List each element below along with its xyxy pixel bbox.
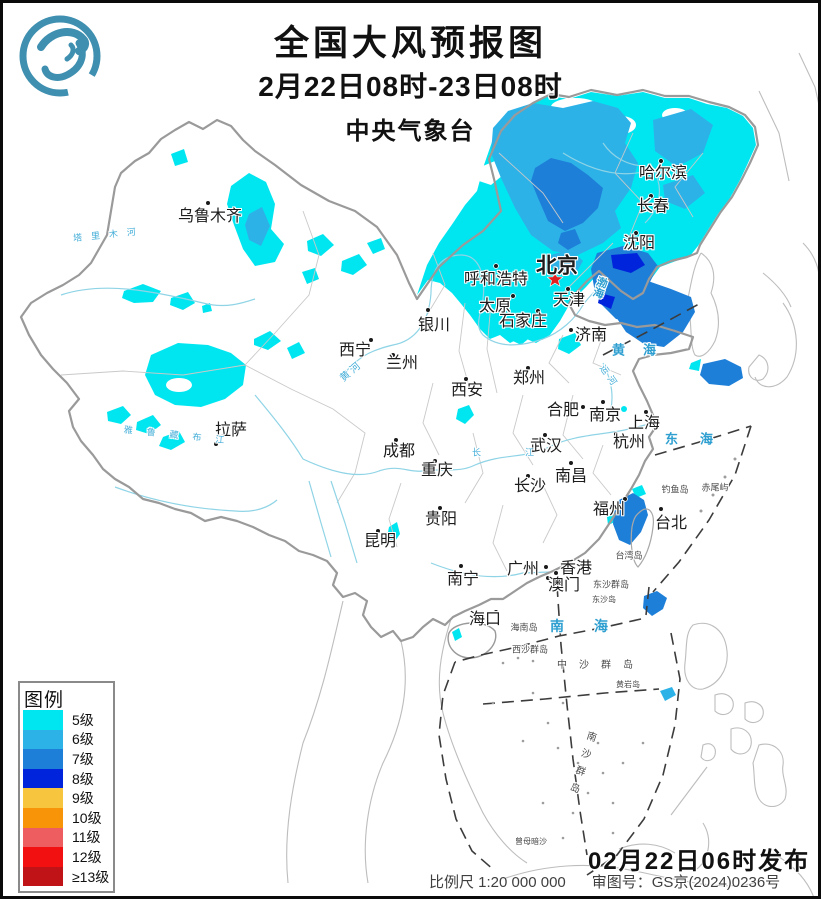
legend-swatch <box>23 729 63 750</box>
legend-swatch <box>23 710 63 730</box>
city-label: 拉萨 <box>214 422 248 439</box>
legend-item: 9级 <box>23 788 109 808</box>
city-label: 重庆 <box>420 462 454 479</box>
city-label: 成都 <box>382 443 416 460</box>
foreign-coastlines <box>286 52 818 896</box>
map-approval-number: 审图号：GS京(2024)0236号 <box>591 874 781 891</box>
city-label: 南京 <box>588 407 622 424</box>
city-label: 武汉 <box>529 438 563 455</box>
city-label: 香港 <box>559 560 593 577</box>
city-label: 福州 <box>592 501 626 518</box>
legend-item: 12级 <box>23 847 109 867</box>
city-label: 天津 <box>552 292 586 309</box>
city-label: 郑州 <box>512 370 546 387</box>
china-map <box>19 52 818 896</box>
legend-title: 图例 <box>24 690 65 711</box>
legend-item: 5级 <box>23 710 109 730</box>
legend-item: 6级 <box>23 729 109 750</box>
island-label: 黄岩岛 <box>616 680 640 689</box>
city-label: 太原 <box>478 298 512 315</box>
city-label: 乌鲁木齐 <box>177 208 243 225</box>
city-label: 兰州 <box>385 355 419 372</box>
rivers <box>60 142 660 578</box>
city-label: 合肥 <box>546 402 580 419</box>
wind-area-level8 <box>598 253 645 309</box>
sea-label: 南海 <box>550 618 638 634</box>
sea-label: 东海 <box>664 431 736 447</box>
capital-label: 北京 <box>536 254 578 278</box>
city-label: 台北 <box>654 515 688 532</box>
legend-swatch <box>23 866 63 887</box>
island-label: 钓鱼岛 <box>661 484 689 495</box>
city-label: 济南 <box>574 327 608 344</box>
legend-item: ≥13级 <box>23 866 110 887</box>
agency-name: 中央气象台 <box>345 118 476 145</box>
issued-time: 02月22日06时发布 <box>588 848 811 875</box>
legend-label: 10级 <box>72 809 102 826</box>
legend-label: 5级 <box>72 711 94 728</box>
city-label: 澳门 <box>547 577 581 594</box>
city-label: 西宁 <box>338 342 372 359</box>
island-label: 东沙岛 <box>592 595 616 604</box>
city-label: 西安 <box>450 382 484 399</box>
river-label: 长江 <box>471 447 579 458</box>
islet-specks <box>491 457 737 840</box>
city-markers <box>205 158 664 615</box>
national-boundary <box>19 88 760 659</box>
city-label: 贵阳 <box>424 511 458 528</box>
legend-swatch <box>23 847 63 867</box>
city-label: 银川 <box>417 317 451 334</box>
map-meta-line: 比例尺 1:20 000 000 审图号：GS京(2024)0236号 <box>429 871 806 892</box>
city-label: 沈阳 <box>622 235 656 252</box>
legend-label: ≥13级 <box>72 868 110 885</box>
maritime-dashed-lines <box>438 303 752 876</box>
legend-label: 12级 <box>72 848 102 865</box>
page-title: 全国大风预报图 <box>273 24 547 63</box>
city-label: 南昌 <box>554 468 588 485</box>
legend-label: 9级 <box>72 790 94 807</box>
city-label: 广州 <box>506 561 540 578</box>
legend-color-bar: 5级 6级 7级 8级 9级 10级 11级 12级 ≥13级 <box>23 710 110 887</box>
legend-item: 8级 <box>23 768 109 789</box>
legend: 图例 5级 6级 7级 8级 9级 10级 11级 12级 ≥13级 <box>18 681 115 893</box>
city-label: 长春 <box>636 198 670 215</box>
city-label: 昆明 <box>363 533 397 550</box>
city-label: 海口 <box>468 611 502 628</box>
island-label: 东沙群岛 <box>592 579 630 590</box>
legend-swatch <box>23 827 63 848</box>
sea-label: 黄海 <box>611 342 675 358</box>
capital-star-icon <box>546 270 564 287</box>
legend-swatch <box>23 807 63 828</box>
city-label: 上海 <box>627 415 661 432</box>
cma-logo <box>18 14 102 98</box>
legend-swatch <box>23 768 63 789</box>
island-label: 台湾岛 <box>615 550 643 561</box>
legend-label: 8级 <box>72 770 94 787</box>
legend-item: 7级 <box>23 749 109 769</box>
legend-swatch <box>23 788 63 808</box>
city-label: 杭州 <box>612 434 646 451</box>
province-borders <box>60 132 704 572</box>
legend-item: 11级 <box>23 827 109 848</box>
city-label: 长沙 <box>513 478 547 495</box>
city-label: 哈尔滨 <box>638 165 688 182</box>
valid-period: 2月22日08时-23日08时 <box>258 71 563 102</box>
city-label: 呼和浩特 <box>463 271 529 288</box>
map-scale: 比例尺 1:20 000 000 <box>429 874 566 891</box>
island-label: 海南岛 <box>510 622 538 633</box>
legend-label: 7级 <box>72 750 94 767</box>
island-label: 赤尾屿 <box>701 482 729 493</box>
island-label: 西沙群岛 <box>511 644 549 655</box>
city-label: 石家庄 <box>498 313 548 330</box>
legend-label: 6级 <box>72 731 94 748</box>
legend-item: 10级 <box>23 807 109 828</box>
legend-swatch <box>23 749 63 769</box>
island-label: 曾母暗沙 <box>515 837 547 846</box>
island-label: 中沙群岛 <box>557 660 645 671</box>
city-label: 南宁 <box>446 571 480 588</box>
legend-label: 11级 <box>72 829 101 846</box>
